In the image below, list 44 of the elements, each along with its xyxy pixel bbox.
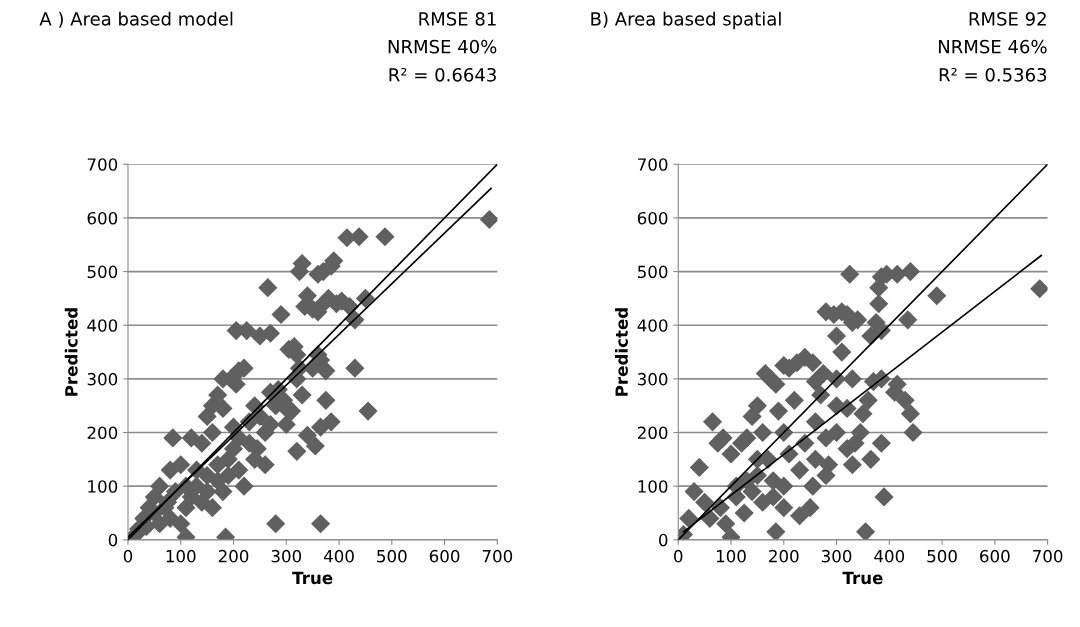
x-tick-label: 0 — [674, 549, 683, 563]
y-tick-label: 300 — [637, 372, 668, 386]
y-tick-label: 400 — [87, 319, 118, 332]
x-tick-label: 0 — [123, 549, 133, 563]
text: NRMSE 40% — [388, 39, 497, 54]
x-tick-label: 300 — [271, 549, 302, 563]
x-tick-label: 200 — [769, 549, 799, 563]
x-tick-label: 600 — [429, 549, 460, 563]
y-tick-label: 500 — [637, 265, 668, 279]
text: R² = 0.5363 — [939, 67, 1047, 82]
y-tick-label: 400 — [637, 319, 668, 332]
x-tick-label: 300 — [821, 549, 852, 563]
y-tick-label: 100 — [638, 480, 668, 493]
y-tick-label: 100 — [88, 480, 118, 493]
x-axis-title: True — [842, 571, 883, 585]
x-tick-label: 400 — [874, 549, 905, 563]
y-tick-label: 700 — [87, 158, 118, 171]
x-tick-label: 500 — [377, 549, 407, 563]
y-axis-title: Predicted — [615, 308, 628, 396]
x-tick-label: 100 — [166, 549, 196, 563]
y-tick-label: 700 — [638, 158, 668, 171]
chart-title: B) Area based spatial — [591, 11, 781, 30]
y-tick-label: 300 — [87, 372, 118, 386]
chart-title: A ) Area based model — [39, 11, 233, 28]
y-tick-label: 500 — [87, 265, 118, 279]
x-tick-label: 500 — [927, 549, 957, 563]
text: NRMSE 46% — [939, 39, 1047, 54]
y-tick-label: 0 — [659, 533, 668, 547]
y-tick-label: 600 — [637, 211, 668, 225]
y-tick-label: 200 — [637, 426, 668, 440]
x-tick-label: 700 — [482, 549, 513, 563]
x-axis-title: True — [292, 571, 333, 585]
text: RMSE 81 — [419, 12, 496, 26]
x-tick-label: 200 — [218, 549, 249, 563]
x-tick-label: 700 — [1033, 549, 1063, 563]
y-tick-label: 200 — [87, 426, 118, 440]
text: RMSE 92 — [969, 12, 1046, 26]
y-tick-label: 0 — [108, 533, 118, 547]
y-axis-title: Predicted — [64, 308, 78, 396]
y-tick-label: 600 — [87, 211, 118, 225]
x-tick-label: 100 — [716, 549, 746, 563]
text: R² = 0.6643 — [389, 67, 496, 82]
x-tick-label: 400 — [323, 549, 354, 563]
x-tick-label: 600 — [980, 549, 1010, 563]
